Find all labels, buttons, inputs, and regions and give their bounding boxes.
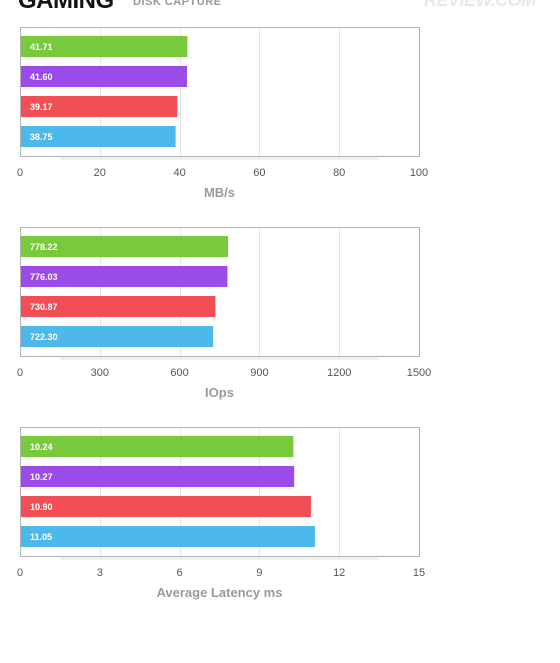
bar-blue	[21, 326, 214, 347]
chart-3: 10.24 10.27 10.90 11.05 0 3 6 9 12 15 Average Late…	[17, 427, 425, 600]
bar-purple	[21, 466, 295, 487]
bar-label: 10.24	[30, 442, 53, 452]
page-subtitle: DISK CAPTURE	[133, 0, 222, 8]
bar-label: 41.71	[30, 42, 53, 52]
bar-green	[21, 436, 294, 457]
bar-purple	[21, 66, 187, 87]
page-header: GAMING DISK CAPTURE REVIEW.COM	[0, 0, 560, 12]
bar-label: 10.27	[30, 472, 53, 482]
bar-label: 38.75	[30, 132, 53, 142]
bar-blue	[21, 126, 176, 147]
bar-label: 10.90	[30, 502, 53, 512]
site-watermark-logo: REVIEW.COM	[424, 0, 536, 10]
x-tick-label: 0	[17, 167, 23, 179]
x-tick-label: 0	[17, 367, 23, 379]
bar-label: 722.30	[30, 332, 58, 342]
x-tick-label: 1200	[327, 367, 351, 379]
x-tick-label: 100	[410, 167, 428, 179]
x-tick-label: 60	[253, 167, 265, 179]
chart-1: 41.71 41.60 39.17 38.75 0 20 40 60 80 100 MB/s	[17, 27, 428, 200]
x-tick-label: 9	[256, 567, 262, 579]
x-axis-title: IOps	[205, 385, 234, 400]
plot-shadow	[60, 356, 379, 360]
x-tick-label: 900	[250, 367, 268, 379]
plot-shadow	[60, 156, 379, 160]
x-tick-label: 300	[91, 367, 109, 379]
x-tick-label: 20	[94, 167, 106, 179]
bar-label: 11.05	[30, 532, 52, 542]
bar-red	[21, 496, 311, 517]
x-tick-label: 1500	[407, 367, 431, 379]
bar-red	[21, 96, 178, 117]
bar-label: 41.60	[30, 72, 53, 82]
plot-shadow	[60, 556, 379, 560]
x-tick-label: 15	[413, 567, 425, 579]
x-axis-title: MB/s	[204, 185, 235, 200]
chart-2: 778.22 776.03 730.87 722.30 0 300 600 900 1200 15…	[17, 227, 431, 400]
x-tick-label: 600	[170, 367, 188, 379]
x-tick-label: 80	[333, 167, 345, 179]
bar-label: 730.87	[30, 302, 58, 312]
x-tick-label: 3	[97, 567, 103, 579]
bar-green	[21, 236, 229, 257]
x-tick-label: 12	[333, 567, 345, 579]
x-axis-title: Average Latency ms	[157, 585, 283, 600]
x-tick-label: 0	[17, 567, 23, 579]
page-title: GAMING	[18, 0, 114, 12]
x-tick-label: 6	[177, 567, 183, 579]
bar-label: 776.03	[30, 272, 58, 282]
bar-red	[21, 296, 216, 317]
bar-green	[21, 36, 188, 57]
bar-purple	[21, 266, 228, 287]
bar-label: 778.22	[30, 242, 58, 252]
bar-blue	[21, 526, 315, 547]
bar-label: 39.17	[30, 102, 53, 112]
x-tick-label: 40	[173, 167, 185, 179]
